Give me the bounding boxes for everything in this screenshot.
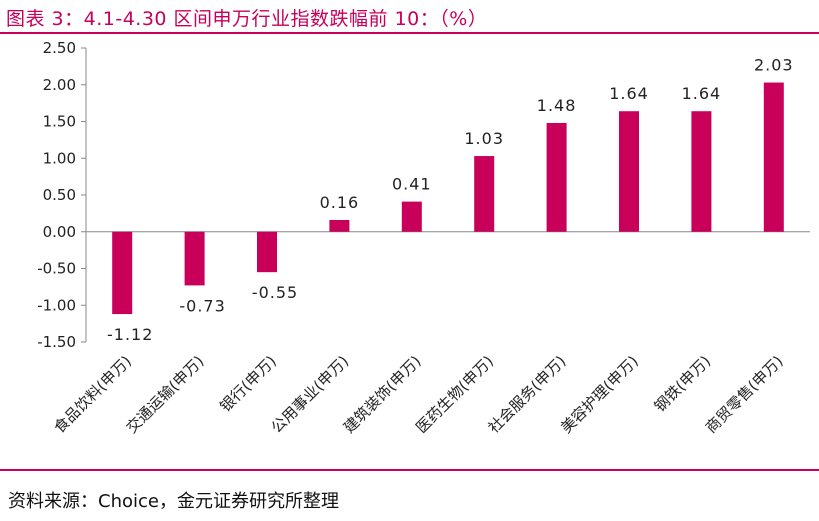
bar <box>546 122 567 232</box>
category-label: 钢铁(申万) <box>651 352 714 415</box>
y-tick-label: 1.50 <box>43 113 76 131</box>
data-label: -1.12 <box>107 325 153 344</box>
bottom-rule <box>0 469 819 471</box>
category-label: 美容护理(申万) <box>557 352 642 437</box>
data-label: 0.16 <box>320 193 360 212</box>
category-label: 交通运输(申万) <box>123 352 208 437</box>
bar <box>401 201 422 232</box>
y-tick-label: 0.50 <box>43 186 76 204</box>
data-label: 1.64 <box>682 84 722 103</box>
bar <box>184 231 205 286</box>
y-tick-label: -1.50 <box>37 333 76 351</box>
category-label: 银行(申万) <box>216 352 279 415</box>
bar <box>474 156 495 232</box>
y-tick-label: 0.00 <box>43 223 76 241</box>
data-label: 2.03 <box>754 56 794 75</box>
bar <box>619 111 639 232</box>
source-note: 资料来源：Choice，金元证券研究所整理 <box>8 491 339 512</box>
chart-title: 图表 3：4.1-4.30 区间申万行业指数跌幅前 10：（%） <box>6 8 488 30</box>
data-label: 0.41 <box>392 175 432 194</box>
data-label: 1.03 <box>464 129 504 148</box>
y-tick-label: -0.50 <box>37 260 76 278</box>
category-label: 商贸零售(申万) <box>702 352 787 437</box>
y-tick-label: 2.50 <box>43 39 76 57</box>
data-label: 1.48 <box>537 96 577 115</box>
y-tick-label: 2.00 <box>43 76 76 94</box>
y-tick-label: -1.00 <box>37 296 76 314</box>
data-label: -0.55 <box>252 283 298 302</box>
data-label: 1.64 <box>609 84 649 103</box>
top-rule <box>0 32 819 34</box>
bar <box>112 231 133 315</box>
y-tick-label: 1.00 <box>43 149 76 167</box>
bar <box>257 231 277 273</box>
bar <box>691 111 712 232</box>
data-label: -0.73 <box>179 296 225 315</box>
bar-chart: 2.50 2.00 1.50 1.00 0.50 0.00 -0.50 -1.00 -1.50 -… <box>37 39 810 437</box>
bar <box>763 82 784 232</box>
bar <box>329 219 350 232</box>
